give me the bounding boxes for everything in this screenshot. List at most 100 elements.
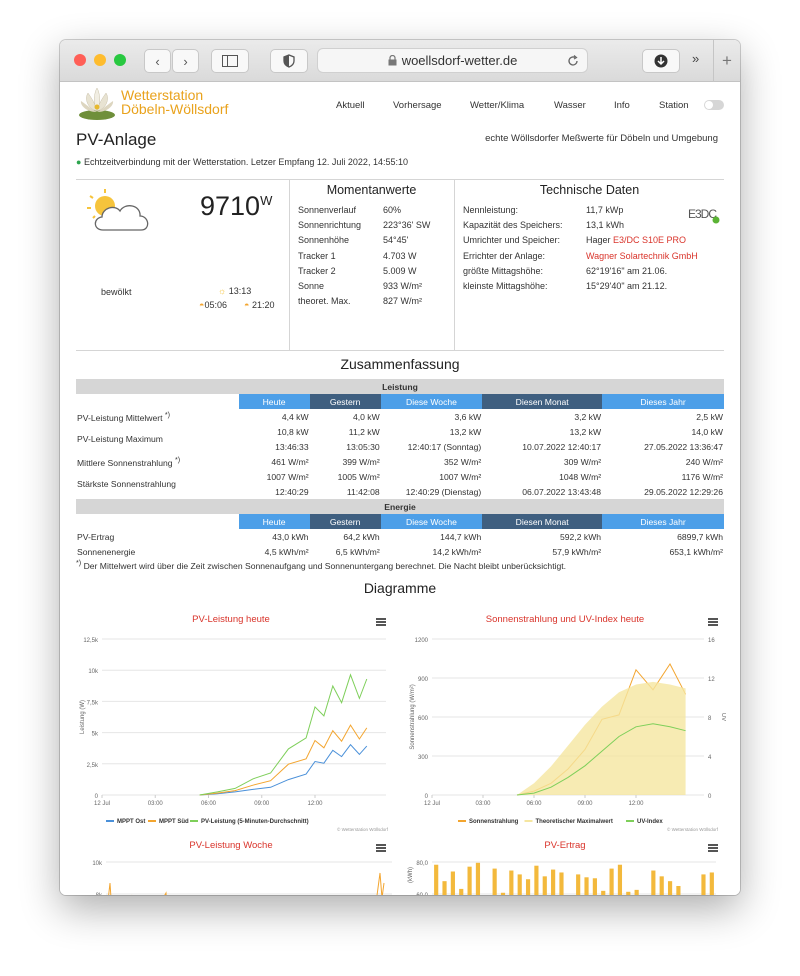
installer-link[interactable]: Wagner Solartechnik GmbH [586, 250, 698, 261]
col-diese-woche: Diese Woche [380, 394, 483, 409]
tech-label: Nennleistung: [463, 205, 519, 215]
section-header-leistung: Leistung [76, 379, 724, 394]
y2-tick-label: 0 [708, 794, 712, 800]
chart2-menu-icon[interactable] [708, 618, 718, 626]
y-tick-label: 12,5k [83, 638, 99, 644]
y-tick-label: 2,5k [87, 763, 99, 769]
close-window-button[interactable] [74, 54, 86, 66]
solar-noon-time: 13:13 [228, 286, 252, 296]
series-line [199, 743, 368, 796]
chart4-menu-icon[interactable] [708, 844, 718, 852]
row-label: PV-Leistung Mittelwert [77, 412, 163, 423]
sidebar-button[interactable] [211, 49, 249, 73]
sunset-icon: ◓ [244, 300, 250, 310]
cell: 13,2 kW [569, 426, 602, 437]
bar [651, 870, 656, 895]
y-tick-label: 0 [425, 794, 429, 800]
y-tick-label: 80,0 [416, 861, 428, 867]
row-label: Stärkste Sonnenstrahlung [77, 479, 176, 489]
cell: 461 W/m² [271, 456, 309, 467]
e3dc-logo[interactable]: E3DC [688, 207, 720, 224]
url-text: woellsdorf-wetter.de [401, 53, 518, 68]
chart-credit: © Wetterstation Wöllsdorf [667, 826, 719, 832]
moment-value: 827 W/m² [383, 296, 423, 307]
moment-label: theoret. Max. [298, 296, 351, 307]
back-button[interactable]: ‹ [144, 49, 171, 73]
address-bar[interactable]: woellsdorf-wetter.de [317, 48, 588, 73]
chevron-double-right-icon[interactable]: » [692, 51, 700, 66]
downloads-button[interactable] [642, 49, 680, 73]
row-label: Sonnenenergie [77, 546, 136, 557]
bar [609, 868, 614, 895]
tech-labels: Nennleistung: Kapazität des Speichers: Umr… [463, 203, 563, 294]
solar-noon: ☼ 13:13 [218, 286, 251, 296]
site-name[interactable]: Wetterstation Döbeln-Wöllsdorf [121, 88, 228, 116]
col-heute: Heute [238, 514, 310, 529]
zoom-window-button[interactable] [114, 54, 126, 66]
nav-wetter-klima[interactable]: Wetter/Klima [470, 100, 525, 111]
download-icon [654, 54, 668, 68]
y-tick-label: 7,5k [87, 700, 99, 706]
col-dieses-jahr: Dieses Jahr [602, 514, 724, 529]
y2-axis-label: UV [720, 713, 726, 721]
legend-label: Sonnenstrahlung [469, 819, 519, 825]
bar [509, 870, 514, 895]
bar [617, 864, 623, 895]
y2-tick-label: 16 [708, 638, 715, 644]
tech-values: 11,7 kWp 13,1 kWh Hager E3/DC S10E PRO W… [586, 203, 698, 294]
bar [525, 879, 531, 895]
footnote-mark: *) [164, 410, 171, 419]
nav-station[interactable]: Station [659, 100, 689, 111]
privacy-button[interactable] [270, 49, 308, 73]
minimize-window-button[interactable] [94, 54, 106, 66]
zusammenfassung-title: Zusammenfassung [340, 356, 460, 372]
nav-aktuell[interactable]: Aktuell [336, 100, 365, 111]
waterlily-logo-icon[interactable] [76, 85, 118, 123]
tech-label: kleinste Mittagshöhe: [463, 281, 548, 292]
forward-button[interactable]: › [172, 49, 199, 73]
reload-icon[interactable] [567, 54, 579, 67]
footnote: *) Der Mittelwert wird über die Zeit zwi… [76, 559, 566, 571]
tech-label: Kapazität des Speichers: [463, 220, 563, 231]
inverter-link[interactable]: E3/DC S10E PRO [613, 235, 687, 246]
y-axis-label: (kWh) [408, 867, 414, 883]
y2-tick-label: 12 [708, 677, 715, 683]
chart2-title: Sonnenstrahlung und UV-Index heute [485, 614, 645, 625]
moment-value: 5.009 W [383, 265, 417, 276]
cell: 14,2 kWh/m² [432, 546, 482, 557]
tagline: echte Wöllsdorfer Meßwerte für Döbeln un… [485, 133, 718, 144]
nav-wasser[interactable]: Wasser [554, 100, 586, 111]
cell: 309 W/m² [563, 456, 602, 467]
x-tick-label: 09:00 [577, 801, 593, 807]
bar [442, 881, 447, 895]
bar [467, 866, 472, 895]
moment-label: Sonne [298, 281, 325, 292]
new-tab-button[interactable]: + [713, 40, 740, 82]
y-tick-label: 900 [418, 677, 429, 683]
theme-toggle[interactable] [704, 100, 724, 110]
cell: 29.05.2022 12:29:26 [644, 486, 723, 497]
momentanwerte-title: Momentanwerte [326, 183, 417, 197]
y-tick-label: 300 [418, 755, 429, 761]
nav-vorhersage[interactable]: Vorhersage [393, 100, 442, 111]
footnote-mark: *) [174, 455, 181, 464]
cell: 43,0 kWh [272, 531, 309, 542]
chart1-menu-icon[interactable] [376, 618, 386, 626]
cell: 57,9 kWh/m² [552, 546, 602, 557]
tech-value: 62°19'16" am 21.06. [586, 265, 668, 276]
tech-value: 11,7 kWp [586, 205, 624, 215]
lock-icon [388, 55, 397, 66]
chart-sonnenstrahlung: 0 300 600 900 1200 0 4 8 12 16 12 Jul 03:00 06:00 09:… [410, 638, 726, 832]
shield-icon [283, 54, 295, 68]
chart3-menu-icon[interactable] [376, 844, 386, 852]
cell: 3,6 kW [454, 411, 482, 422]
chart3-title: PV-Leistung Woche [189, 840, 273, 851]
cell: 13:46:33 [275, 441, 309, 452]
x-tick-label: 09:00 [254, 801, 270, 807]
chevron-left-icon: ‹ [155, 53, 160, 69]
e3dc-logo-text: E3DC [688, 207, 717, 221]
cell: 10,8 kW [277, 426, 309, 437]
cell: 240 W/m² [685, 456, 723, 467]
nav-info[interactable]: Info [614, 100, 630, 111]
row-label: PV-Leistung Maximum [77, 434, 163, 444]
